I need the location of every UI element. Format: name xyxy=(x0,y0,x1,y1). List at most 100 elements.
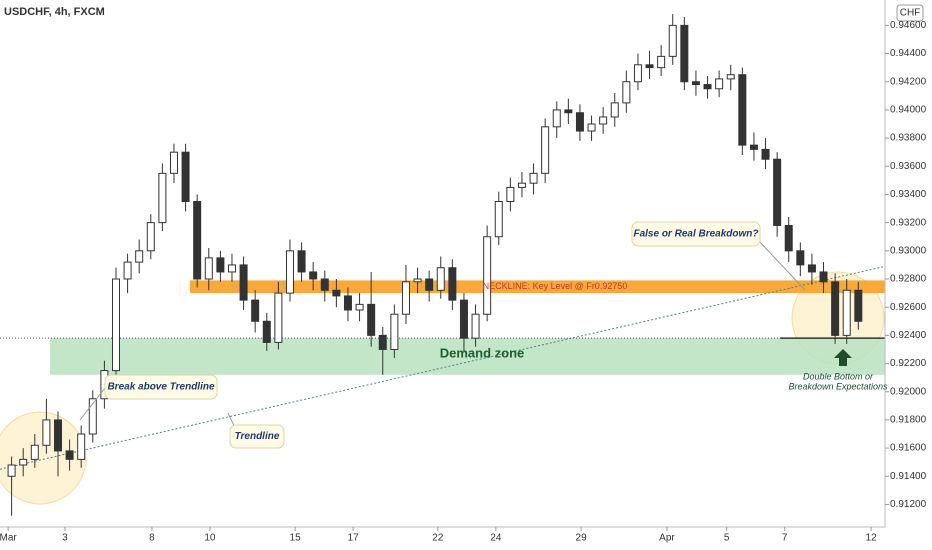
callout-connector xyxy=(79,387,106,421)
y-tick-label: 0.92800 xyxy=(890,274,927,285)
candle-body xyxy=(691,81,700,86)
candle-body xyxy=(471,313,480,339)
x-tick-label: 15 xyxy=(290,533,302,544)
candle-body xyxy=(483,236,492,315)
candle-body xyxy=(390,313,399,350)
candle-body xyxy=(123,261,132,280)
callout-connector xyxy=(757,239,806,291)
breakdown-note-box xyxy=(631,221,761,247)
candle-body xyxy=(633,64,642,83)
candle-body xyxy=(285,250,294,294)
x-tick-label: 12 xyxy=(866,533,878,544)
y-tick-label: 0.91600 xyxy=(890,443,927,454)
candle-body xyxy=(552,109,561,128)
candle-body xyxy=(227,264,236,273)
highlight-circle xyxy=(0,411,87,505)
y-tick-label: 0.94400 xyxy=(890,48,927,59)
break-note: Break above Trendline xyxy=(107,382,215,393)
candle-body xyxy=(541,126,550,174)
candle-body xyxy=(135,250,144,263)
candle-body xyxy=(251,299,260,322)
candle-body xyxy=(7,464,16,477)
trendline-note-box xyxy=(229,424,285,449)
x-tick-label: Mar xyxy=(0,533,17,544)
currency-box xyxy=(896,4,924,22)
candle-body xyxy=(378,334,387,350)
candle-body xyxy=(146,222,155,252)
y-tick-label: 0.91200 xyxy=(890,499,927,510)
candle-body xyxy=(332,289,341,297)
candle-body xyxy=(193,201,202,280)
candle-body xyxy=(401,281,410,315)
y-tick-label: 0.94000 xyxy=(890,105,927,116)
trendline-note: Trendline xyxy=(235,431,280,442)
candle-body xyxy=(42,419,51,446)
candle-body xyxy=(111,278,120,372)
x-tick-label: Apr xyxy=(659,533,675,544)
candle-body xyxy=(30,444,39,460)
x-tick-label: 8 xyxy=(149,533,155,544)
candle-body xyxy=(529,172,538,184)
x-tick-label: 22 xyxy=(432,533,444,544)
break-note-box xyxy=(104,374,218,400)
candle-body xyxy=(587,123,596,132)
candle-body xyxy=(320,278,329,291)
double-bottom-note: Double Bottom or xyxy=(803,371,874,381)
candle-body xyxy=(448,267,457,301)
y-tick-label: 0.92200 xyxy=(890,358,927,369)
candle-body xyxy=(367,303,376,336)
candle-body xyxy=(610,102,619,118)
candle-body xyxy=(506,186,515,202)
candle-body xyxy=(425,278,434,291)
x-tick-label: 10 xyxy=(204,533,216,544)
candle-body xyxy=(599,116,608,125)
candle-body xyxy=(262,320,271,343)
candle-body xyxy=(413,278,422,283)
x-tick-label: 24 xyxy=(490,533,502,544)
candle-body xyxy=(703,84,712,90)
demand-zone xyxy=(50,338,885,375)
candle-body xyxy=(715,78,724,90)
currency: CHF xyxy=(900,8,921,19)
candle-body xyxy=(796,250,805,266)
candle-body xyxy=(807,264,816,273)
candle-body xyxy=(854,289,863,322)
y-tick-label: 0.92600 xyxy=(890,302,927,313)
candle-body xyxy=(181,151,190,203)
candle-body xyxy=(158,172,167,224)
candle-body xyxy=(77,433,86,460)
y-tick-label: 0.93600 xyxy=(890,161,927,172)
candle-body xyxy=(749,144,758,150)
candle-body xyxy=(343,295,352,311)
x-tick-label: 7 xyxy=(782,533,788,544)
candle-body xyxy=(622,81,631,104)
x-tick-label: 5 xyxy=(724,533,730,544)
candle-body xyxy=(680,24,689,83)
candle-body xyxy=(645,64,654,69)
y-tick-label: 0.94200 xyxy=(890,76,927,87)
y-tick-label: 0.93800 xyxy=(890,133,927,144)
candle-body xyxy=(517,182,526,188)
x-tick-label: 3 xyxy=(62,533,68,544)
candle-body xyxy=(355,303,364,311)
candle-body xyxy=(169,151,178,174)
candle-body xyxy=(274,292,283,343)
candle-body xyxy=(668,24,677,57)
candle-body xyxy=(773,158,782,226)
candle-body xyxy=(239,264,248,301)
candle-body xyxy=(657,55,666,69)
candle-body xyxy=(204,257,213,280)
candle-body xyxy=(784,224,793,252)
trendline xyxy=(0,265,886,470)
candle-body xyxy=(726,74,735,80)
candle-body xyxy=(88,398,97,435)
expectations-note: Breakdown Expectations xyxy=(788,381,888,391)
y-tick-label: 0.93400 xyxy=(890,189,927,200)
candle-body xyxy=(564,109,573,114)
x-tick-label: 17 xyxy=(348,533,360,544)
y-tick-label: 0.92400 xyxy=(890,330,927,341)
neckline-label: NECKLINE: Key Level @ Fr0.92750 xyxy=(483,281,628,291)
y-tick-label: 0.94600 xyxy=(890,20,927,31)
